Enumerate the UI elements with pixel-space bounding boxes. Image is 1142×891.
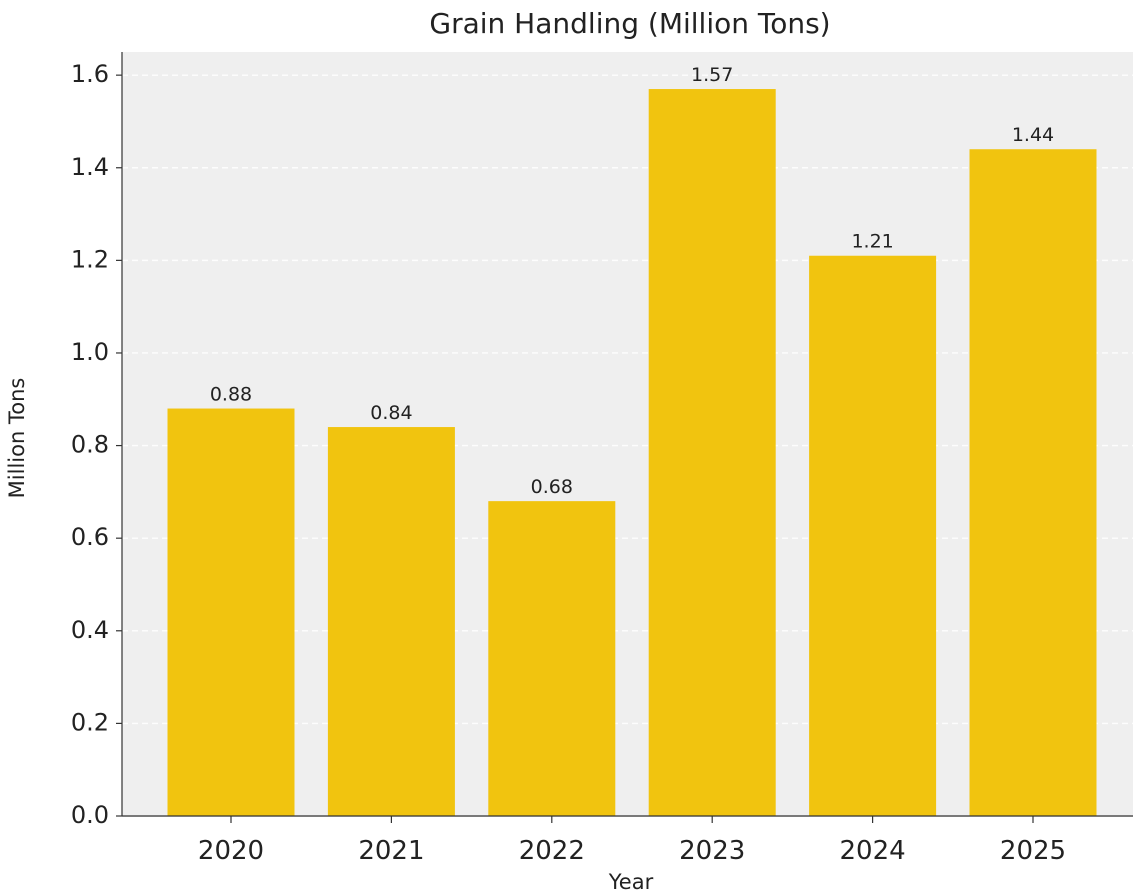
grid-lines <box>122 74 1133 725</box>
y-tick-label: 1.4 <box>71 153 109 181</box>
y-tick-label: 1.0 <box>71 338 109 366</box>
y-tick-label: 0.8 <box>71 431 109 459</box>
x-axis-label: Year <box>608 870 654 891</box>
y-tick-label: 0.4 <box>71 616 109 644</box>
y-tick-label: 0.0 <box>71 801 109 829</box>
y-axis-label: Million Tons <box>5 378 29 499</box>
bar-2021 <box>327 427 455 816</box>
x-tick-label: 2024 <box>840 836 906 866</box>
y-tick-label: 0.2 <box>71 708 109 736</box>
bar-2025 <box>969 149 1097 817</box>
x-axis-ticks: 2020 2021 2022 2023 2024 2025 <box>198 816 1066 866</box>
y-axis-ticks: 0.0 0.2 0.4 0.6 0.8 1.0 1.2 1.4 1.6 <box>71 60 122 829</box>
data-label-2020: 0.88 <box>210 384 252 406</box>
data-label-2021: 0.84 <box>370 402 412 424</box>
bar-2020 <box>167 408 295 816</box>
bar-2023 <box>648 89 776 817</box>
bar-2024 <box>809 255 937 816</box>
data-label-2022: 0.68 <box>531 476 573 498</box>
data-label-2025: 1.44 <box>1012 124 1054 146</box>
y-tick-label: 1.2 <box>71 245 109 273</box>
data-label-2024: 1.21 <box>851 231 893 253</box>
x-tick-label: 2025 <box>1000 836 1066 866</box>
x-tick-label: 2020 <box>198 836 264 866</box>
y-tick-label: 1.6 <box>71 60 109 88</box>
x-tick-label: 2021 <box>358 836 424 866</box>
y-tick-label: 0.6 <box>71 523 109 551</box>
chart-title: Grain Handling (Million Tons) <box>429 7 830 40</box>
bars <box>167 89 1097 817</box>
x-tick-label: 2022 <box>519 836 585 866</box>
data-label-2023: 1.57 <box>691 64 733 86</box>
x-tick-label: 2023 <box>679 836 745 866</box>
data-labels: 0.88 0.84 0.68 1.57 1.21 1.44 <box>210 64 1054 498</box>
bar-2022 <box>488 501 616 816</box>
